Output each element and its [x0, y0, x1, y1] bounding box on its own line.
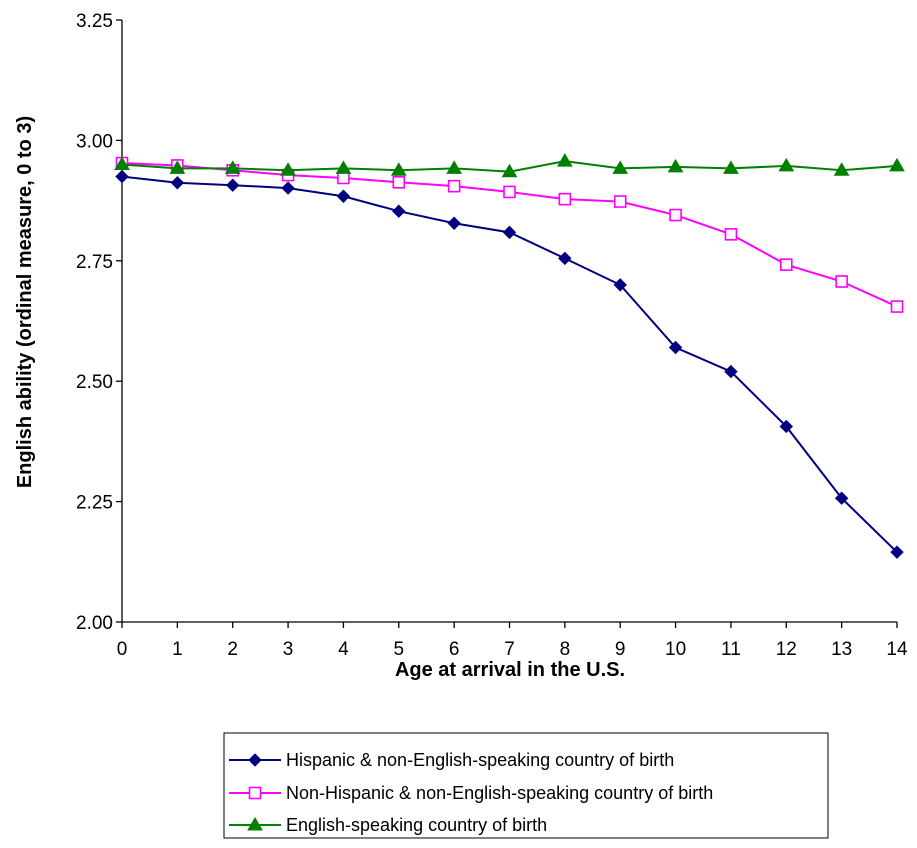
- y-tick-label: 2.25: [76, 493, 113, 514]
- data-point: [114, 156, 130, 170]
- data-point: [280, 162, 296, 176]
- data-point: [335, 160, 352, 174]
- data-point: [447, 179, 461, 193]
- data-point: [724, 364, 738, 379]
- x-tick-label: 14: [886, 639, 908, 660]
- data-point: [392, 175, 406, 189]
- data-point: [558, 251, 572, 266]
- data-point: [226, 178, 240, 192]
- x-tick-label: 0: [117, 639, 128, 660]
- series-1: [115, 169, 904, 559]
- data-point: [115, 169, 129, 184]
- y-tick-label: 2.75: [76, 252, 113, 273]
- data-point: [778, 157, 795, 172]
- x-tick-label: 11: [721, 639, 741, 660]
- y-tick-label: 3.25: [76, 11, 113, 32]
- x-tick-label: 10: [665, 639, 686, 660]
- data-point: [392, 204, 406, 218]
- data-point: [281, 181, 295, 195]
- x-tick-label: 12: [776, 639, 797, 660]
- data-point: [613, 278, 627, 292]
- data-point: [390, 162, 407, 176]
- x-axis-title: Age at arrival in the U.S.: [395, 659, 625, 681]
- data-point: [502, 225, 517, 240]
- data-point: [724, 228, 738, 241]
- x-tick-label: 4: [338, 639, 349, 660]
- x-tick-label: 1: [172, 639, 183, 660]
- legend-swatch-marker: [248, 786, 262, 800]
- data-point: [337, 171, 350, 185]
- data-point: [668, 340, 683, 355]
- y-tick-label: 3.00: [76, 131, 113, 152]
- data-point: [503, 185, 516, 199]
- x-ticks: 0 1 2 3 4 5 6 7 8 9 10 11 12 13 14: [117, 622, 908, 660]
- legend-label: Non-Hispanic & non-English-speaking coun…: [286, 783, 713, 803]
- data-point: [613, 195, 627, 208]
- y-tick-label: 2.00: [76, 613, 113, 634]
- legend-box: [223, 732, 829, 839]
- legend-item: Non-Hispanic & non-English-speaking coun…: [229, 783, 713, 803]
- legend-item: English-speaking country of birth: [229, 815, 547, 835]
- data-point: [779, 258, 793, 271]
- data-point: [501, 163, 518, 178]
- y-tick-label: 2.50: [76, 372, 113, 393]
- legend-label: English-speaking country of birth: [286, 815, 547, 835]
- data-point: [834, 491, 849, 505]
- data-point: [779, 419, 793, 434]
- data-point: [889, 157, 905, 172]
- data-point: [447, 216, 461, 230]
- legend: Hispanic & non-English-speaking country …: [223, 732, 829, 839]
- legend-items: Hispanic & non-English-speaking country …: [229, 750, 713, 835]
- legend-item: Hispanic & non-English-speaking country …: [229, 750, 674, 770]
- data-point: [723, 160, 739, 174]
- data-point: [612, 160, 629, 174]
- data-point: [556, 153, 573, 167]
- y-ticks: 2.00 2.25 2.50 2.75 3.00 3.25: [76, 11, 122, 634]
- x-tick-label: 6: [449, 639, 460, 660]
- data-point: [833, 162, 850, 176]
- data-point: [224, 160, 241, 174]
- data-point: [169, 160, 186, 174]
- data-point: [336, 189, 351, 203]
- x-tick-label: 9: [615, 639, 626, 660]
- data-point: [558, 192, 572, 206]
- legend-label: Hispanic & non-English-speaking country …: [286, 750, 674, 770]
- data-point: [669, 208, 682, 222]
- y-axis-title: English ability (ordinal measure, 0 to 3…: [14, 116, 36, 488]
- x-tick-label: 2: [227, 639, 238, 660]
- legend-swatch-marker: [247, 817, 263, 831]
- data-point: [890, 545, 904, 559]
- data-point: [446, 160, 463, 174]
- data-point: [835, 275, 848, 288]
- series-layer: [114, 153, 905, 559]
- data-point: [667, 158, 684, 173]
- x-tick-label: 5: [393, 639, 404, 660]
- legend-swatch-marker: [248, 753, 262, 767]
- x-tick-label: 8: [560, 639, 571, 660]
- data-point: [170, 176, 185, 190]
- x-tick-label: 13: [831, 639, 852, 660]
- x-tick-label: 7: [504, 639, 515, 660]
- x-tick-label: 3: [283, 639, 294, 660]
- series-3: [114, 153, 905, 178]
- data-point: [890, 300, 904, 313]
- plot-area: 2.002.252.502.753.003.25 0 1 2 3 4 5 6 7 8 9 10 11 1…: [76, 11, 908, 660]
